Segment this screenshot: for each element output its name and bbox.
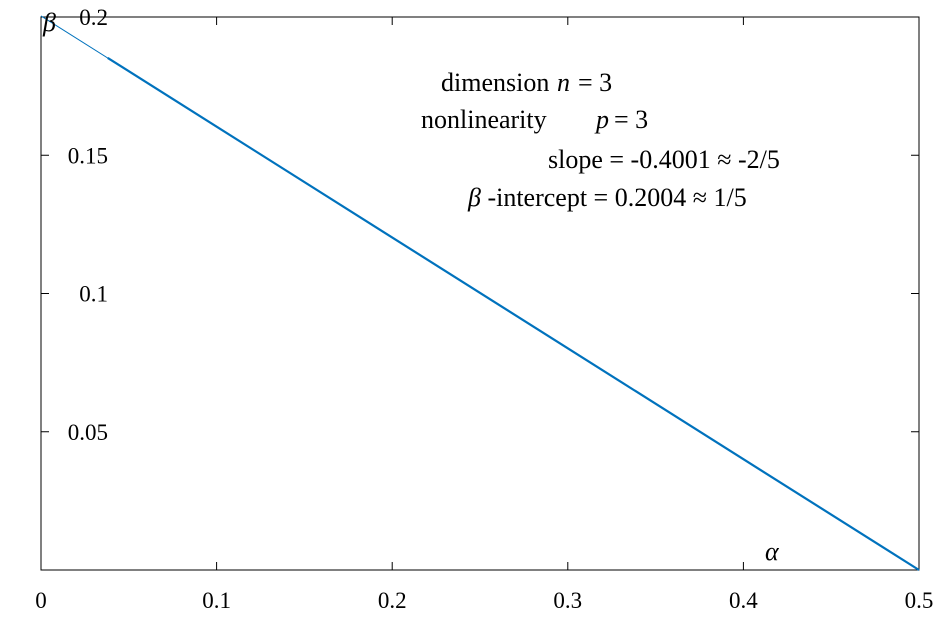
x-tick-label: 0.1 [202,588,231,613]
x-tick-labels: 0 0.1 0.2 0.3 0.4 0.5 [35,588,933,613]
annotation-intercept-text: -intercept = 0.2004 ≈ 1/5 [487,183,746,212]
series-lines [40,15,920,571]
y-tick-labels: 0.05 0.1 0.15 0.2 [68,5,108,445]
series-line [107,56,920,571]
annotation-intercept-var: β [467,183,481,212]
annotation-nonlinearity: nonlinearity p = 3 [421,105,648,134]
annotation-block: dimension n = 3 nonlinearity p = 3 slope… [421,68,780,212]
y-axis-label: β [42,8,56,37]
y-tick-label: 0.1 [79,282,108,307]
y-tick-label: 0.15 [68,143,108,168]
x-tick-label: 0.2 [378,588,407,613]
annotation-dimension: dimension n = 3 [441,68,612,97]
x-tick-label: 0.5 [905,588,934,613]
annotation-nonlinearity-label: nonlinearity [421,105,547,134]
annotation-intercept: β -intercept = 0.2004 ≈ 1/5 [467,183,747,212]
annotation-dimension-var: n [557,68,570,97]
annotation-nonlinearity-value: = 3 [614,105,648,134]
axis-ticks [40,16,920,570]
y-tick-label: 0.2 [79,5,108,30]
annotation-dimension-label: dimension [441,68,549,97]
annotation-dimension-value: = 3 [578,68,612,97]
x-tick-label: 0.4 [729,588,758,613]
x-axis-label: α [765,537,780,566]
annotation-slope: slope = -0.4001 ≈ -2/5 [548,145,780,174]
x-tick-label: 0 [35,588,47,613]
x-tick-label: 0.3 [553,588,582,613]
y-tick-label: 0.05 [68,420,108,445]
annotation-nonlinearity-var: p [594,105,609,134]
